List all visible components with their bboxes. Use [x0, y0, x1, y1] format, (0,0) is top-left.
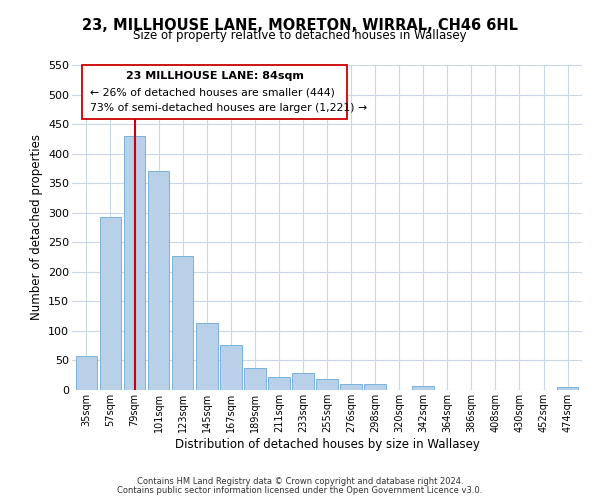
Bar — [172, 256, 193, 390]
Bar — [100, 217, 121, 390]
Bar — [268, 377, 290, 390]
Bar — [364, 384, 386, 390]
Bar — [292, 373, 314, 390]
Bar — [148, 172, 169, 390]
Bar — [557, 387, 578, 390]
Text: 23 MILLHOUSE LANE: 84sqm: 23 MILLHOUSE LANE: 84sqm — [126, 71, 304, 81]
Text: Size of property relative to detached houses in Wallasey: Size of property relative to detached ho… — [133, 29, 467, 42]
Y-axis label: Number of detached properties: Number of detached properties — [29, 134, 43, 320]
Bar — [76, 356, 97, 390]
Bar — [412, 386, 434, 390]
Text: ← 26% of detached houses are smaller (444): ← 26% of detached houses are smaller (44… — [90, 87, 335, 97]
Text: 23, MILLHOUSE LANE, MORETON, WIRRAL, CH46 6HL: 23, MILLHOUSE LANE, MORETON, WIRRAL, CH4… — [82, 18, 518, 32]
Bar — [340, 384, 362, 390]
X-axis label: Distribution of detached houses by size in Wallasey: Distribution of detached houses by size … — [175, 438, 479, 451]
Text: 73% of semi-detached houses are larger (1,221) →: 73% of semi-detached houses are larger (… — [90, 104, 367, 114]
Text: Contains public sector information licensed under the Open Government Licence v3: Contains public sector information licen… — [118, 486, 482, 495]
Bar — [124, 136, 145, 390]
FancyBboxPatch shape — [82, 65, 347, 118]
Bar — [244, 368, 266, 390]
Bar — [316, 380, 338, 390]
Text: Contains HM Land Registry data © Crown copyright and database right 2024.: Contains HM Land Registry data © Crown c… — [137, 477, 463, 486]
Bar — [196, 323, 218, 390]
Bar — [220, 345, 242, 390]
